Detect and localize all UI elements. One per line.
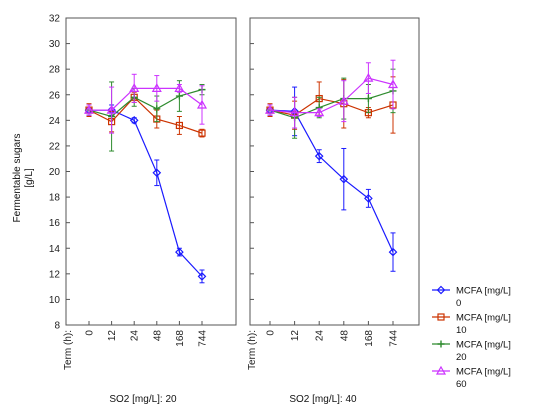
data-point — [152, 168, 162, 178]
series-line — [269, 77, 394, 114]
legend-marker — [437, 313, 445, 321]
legend-title: MCFA [mg/L] — [456, 340, 511, 351]
legend-label: 0 — [456, 298, 461, 309]
series-mcfa-60 — [264, 59, 399, 129]
data-point — [175, 92, 183, 100]
legend-item-10: MCFA [mg/L]10 — [432, 313, 511, 336]
data-point — [364, 194, 373, 203]
x-tick-label: 744 — [389, 330, 400, 347]
legend-item-60: MCFA [mg/L]60 — [432, 365, 511, 390]
error-bar — [365, 62, 371, 94]
series-line — [88, 89, 203, 118]
data-point — [129, 115, 139, 125]
y-tick-label: 32 — [49, 14, 61, 25]
data-point — [338, 95, 349, 105]
series-mcfa-60 — [83, 73, 208, 134]
x-tick-label: 0 — [266, 330, 277, 336]
y-tick-label: 28 — [49, 65, 61, 76]
y-tick-label: 22 — [49, 141, 61, 152]
data-point — [289, 107, 300, 117]
error-bar — [109, 86, 115, 134]
error-bar — [365, 188, 371, 208]
x-tick-label: 24 — [315, 330, 326, 342]
y-tick-label: 8 — [54, 321, 60, 332]
data-point — [387, 79, 399, 89]
x-tick-label: 168 — [175, 330, 186, 347]
data-point — [264, 104, 276, 114]
data-point — [388, 247, 398, 257]
y-tick-label: 18 — [49, 193, 61, 204]
x-tick-label: 48 — [339, 330, 350, 342]
data-point — [151, 83, 162, 92]
chart-panel-1: 8 10 12 14 16 18 20 22 24 26 28 30 32 0 12 24 48 168 744 Te… — [49, 14, 237, 405]
data-point — [153, 105, 161, 113]
x-tick-label: 744 — [198, 330, 209, 347]
plot-frame — [65, 17, 237, 326]
legend-title: MCFA [mg/L] — [456, 313, 511, 324]
y-tick-label: 20 — [49, 167, 61, 178]
x-tick-label: 0 — [85, 330, 96, 336]
y-tick-label: 16 — [49, 218, 61, 229]
x-tick-label: 12 — [290, 330, 301, 342]
x-axis-prefix: Term (h): — [63, 330, 74, 370]
error-bar — [341, 80, 347, 123]
legend-marker — [435, 365, 447, 375]
data-point — [364, 95, 372, 103]
panel-caption: SO2 [mg/L]: 20 — [109, 394, 177, 405]
series-line — [269, 97, 394, 116]
legend-title: MCFA [mg/L] — [456, 367, 511, 378]
data-point — [196, 99, 208, 109]
data-point — [314, 151, 324, 161]
data-point — [175, 121, 183, 130]
y-tick-label: 12 — [49, 269, 61, 280]
series-line — [88, 96, 203, 134]
y-tick-label: 30 — [49, 39, 61, 50]
y-tick-label: 24 — [49, 116, 61, 127]
panel-caption: SO2 [mg/L]: 40 — [289, 394, 357, 405]
legend-item-20: MCFA [mg/L]20 — [432, 340, 511, 363]
legend-item-0: MCFA [mg/L]0 — [432, 285, 511, 309]
x-tick-label: 48 — [152, 330, 163, 342]
x-axis-prefix: Term (h): — [247, 330, 258, 370]
legend-marker — [437, 340, 445, 348]
error-bar — [154, 159, 160, 187]
y-axis-label-line1: Fermentable sugars — [12, 134, 23, 223]
error-bar — [154, 75, 160, 102]
error-bar — [292, 96, 298, 129]
data-point — [339, 174, 349, 184]
series-line — [269, 90, 394, 119]
data-point — [197, 272, 207, 281]
error-bar — [199, 85, 205, 125]
y-tick-label: 10 — [49, 295, 61, 306]
error-bar — [390, 232, 396, 272]
legend-label: 10 — [456, 325, 467, 336]
data-point — [106, 104, 117, 114]
data-point — [174, 83, 185, 92]
data-point — [314, 107, 325, 117]
y-tick-label: 26 — [49, 90, 61, 101]
x-tick-label: 168 — [364, 330, 375, 347]
y-tick-label: 14 — [49, 244, 61, 255]
error-bar — [341, 147, 347, 211]
legend-title: MCFA [mg/L] — [456, 286, 511, 297]
plot-frame — [249, 17, 420, 326]
y-axis-title: Fermentable sugars [g/L] — [12, 134, 35, 223]
legend-label: 60 — [456, 379, 467, 390]
chart-panel-2: 0 12 24 48 168 744 Term (h): SO2 [mg/L]: 40 — [247, 17, 420, 405]
y-axis-label-line2: [g/L] — [24, 168, 35, 188]
error-bar — [176, 115, 182, 135]
data-point — [129, 83, 140, 92]
x-tick-label: 12 — [107, 330, 118, 342]
x-tick-label: 24 — [130, 330, 141, 342]
legend-marker — [436, 285, 446, 295]
data-point — [198, 129, 206, 137]
legend-label: 20 — [456, 352, 467, 363]
data-point — [175, 247, 184, 257]
data-point — [83, 104, 95, 114]
error-bar — [390, 59, 396, 110]
error-bar — [131, 73, 137, 103]
data-point — [363, 72, 374, 82]
